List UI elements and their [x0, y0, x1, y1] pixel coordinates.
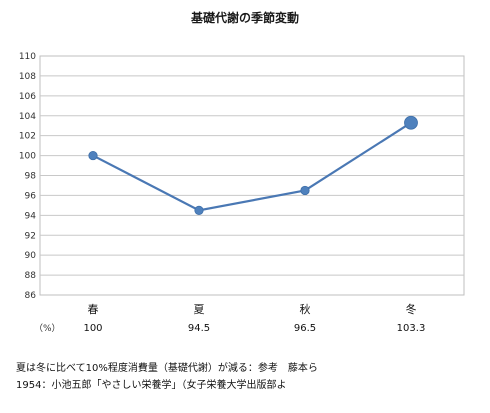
footnote-line-2: 1954：小池五郎「やさしい栄養学」（女子栄養大学出版部よ [16, 380, 287, 391]
data-point [88, 150, 98, 161]
footnote-line-1: 夏は冬に比べて10%程度消費量（基礎代謝）が減る：参考 藤本ら [16, 363, 318, 374]
y-tick-label: 104 [19, 112, 36, 122]
data-value-label: 94.5 [188, 323, 210, 334]
data-point [404, 115, 418, 130]
series-line-path [92, 121, 412, 212]
x-category-label: 冬 [406, 302, 417, 316]
data-point [300, 185, 310, 196]
data-value-label: 100 [83, 323, 102, 334]
x-category-label: 夏 [194, 303, 205, 316]
y-tick-label: 96 [25, 191, 37, 201]
y-tick-label: 110 [19, 52, 36, 62]
chart-title: 基礎代謝の季節変動 [190, 11, 299, 25]
y-tick-label: 106 [19, 92, 36, 102]
x-category-label: 秋 [300, 302, 311, 316]
footnote: 夏は冬に比べて10%程度消費量（基礎代謝）が減る：参考 藤本ら 1954：小池五… [16, 360, 318, 394]
y-tick-label: 98 [25, 172, 37, 182]
y-tick-label: 90 [25, 251, 37, 261]
gridlines [40, 75, 464, 276]
y-tick-label: 86 [25, 291, 37, 301]
y-tick-label: 94 [25, 211, 37, 221]
unit-label: （%） [34, 323, 61, 334]
y-tick-label: 102 [19, 132, 36, 142]
y-axis: 110 108 106 104 102 100 98 96 94 92 90 88 86 [19, 52, 36, 301]
line-chart: 110 108 106 104 102 100 98 96 94 92 90 88 86 春 100 夏 94… [19, 52, 465, 334]
data-point [194, 205, 204, 215]
y-tick-label: 108 [19, 72, 36, 82]
data-value-label: 103.3 [397, 323, 426, 334]
series-line [88, 115, 418, 215]
x-axis: 春 100 夏 94.5 秋 96.5 冬 103.3 [83, 302, 425, 334]
y-tick-label: 92 [25, 231, 36, 241]
y-tick-label: 100 [19, 152, 36, 162]
data-value-label: 96.5 [294, 323, 316, 334]
x-category-label: 春 [88, 303, 99, 316]
y-tick-label: 88 [25, 271, 37, 281]
